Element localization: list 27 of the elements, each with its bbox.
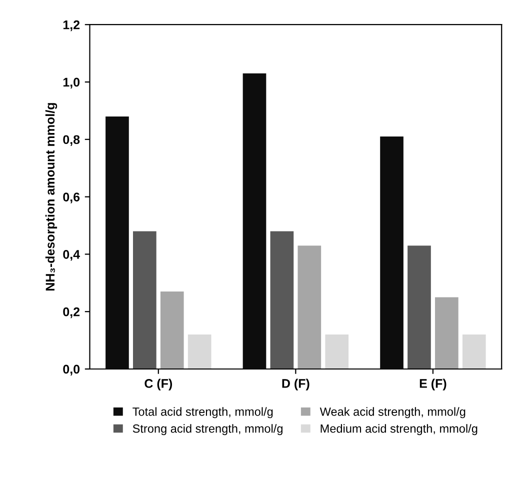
y-tick-label: 0,6 bbox=[63, 192, 80, 204]
y-tick-label: 1,2 bbox=[63, 20, 80, 32]
bar bbox=[298, 246, 322, 369]
bar bbox=[408, 246, 431, 369]
y-tick-label: 0,0 bbox=[63, 364, 80, 376]
x-tick-label: C (F) bbox=[144, 378, 172, 390]
legend-label: Strong acid strength, mmol/g bbox=[132, 424, 282, 436]
legend-label: Weak acid strength, mmol/g bbox=[320, 407, 466, 418]
bar bbox=[462, 334, 486, 369]
y-tick-label: 1,0 bbox=[63, 78, 80, 88]
bar bbox=[270, 231, 294, 369]
x-tick-label: E (F) bbox=[420, 378, 446, 390]
bar bbox=[188, 334, 212, 369]
y-tick-label: 0,4 bbox=[63, 250, 80, 261]
bar bbox=[106, 116, 129, 369]
x-tick-label: D (F) bbox=[282, 378, 310, 390]
y-axis-title: NH₃-desorption amount mmol/g bbox=[45, 103, 58, 291]
bar bbox=[380, 136, 404, 369]
legend-label: Medium acid strength, mmol/g bbox=[320, 424, 478, 436]
bar bbox=[133, 231, 156, 369]
y-tick-label: 0,2 bbox=[63, 307, 80, 318]
bar bbox=[435, 297, 458, 369]
legend-label: Total acid strength, mmol/g bbox=[132, 407, 273, 418]
y-tick-label: 0,8 bbox=[63, 135, 80, 146]
bar bbox=[242, 73, 266, 369]
bar bbox=[160, 292, 184, 369]
bar bbox=[325, 334, 349, 369]
